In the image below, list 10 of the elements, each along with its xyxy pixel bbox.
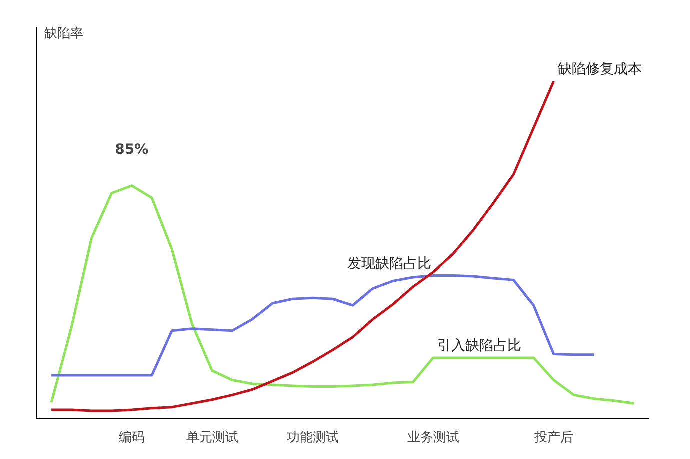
y-axis-title: 缺陷率: [44, 26, 84, 42]
annotation: 85%: [115, 142, 149, 158]
series-label: 引入缺陷占比: [437, 338, 522, 354]
series-label: 发现缺陷占比: [347, 256, 432, 272]
x-tick-label: 单元测试: [186, 430, 238, 446]
x-tick-label: 投产后: [533, 430, 574, 446]
series-label: 缺陷修复成本: [558, 61, 642, 78]
x-tick-label: 编码: [118, 430, 145, 446]
x-tick-label: 功能测试: [286, 430, 339, 446]
x-tick-label: 业务测试: [407, 430, 460, 446]
